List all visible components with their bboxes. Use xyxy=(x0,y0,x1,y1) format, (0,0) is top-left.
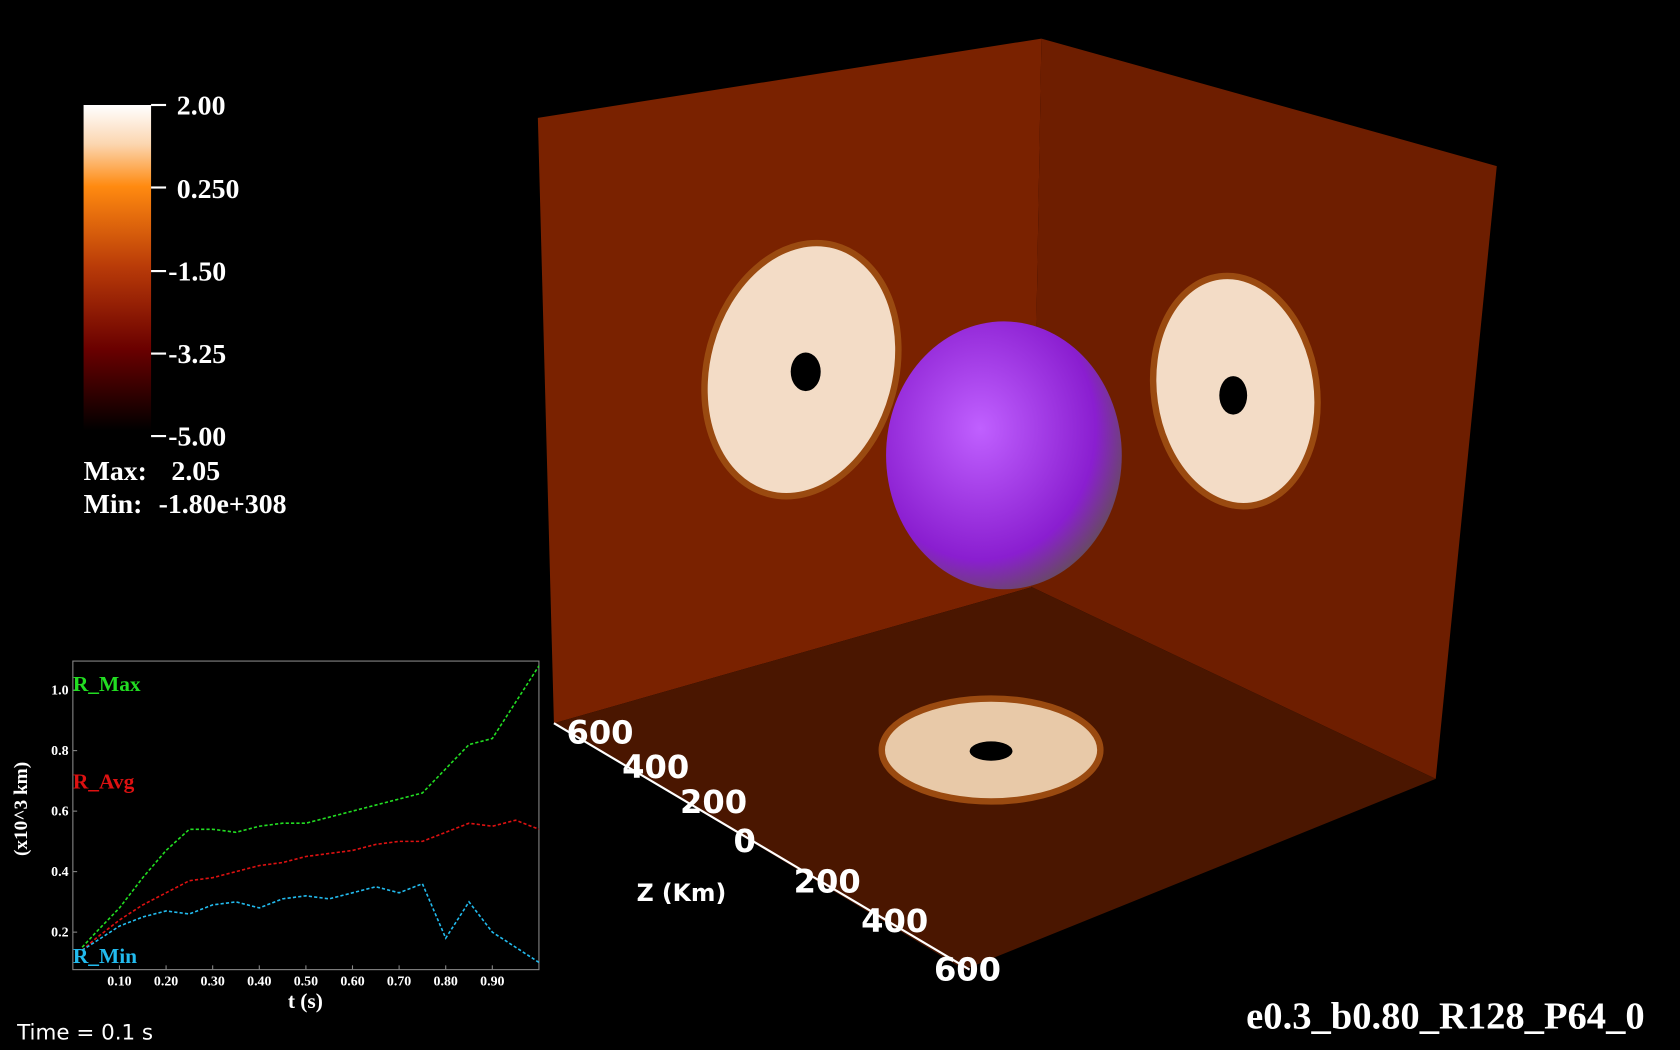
x-tick-label: 0.30 xyxy=(201,975,225,990)
y-tick-label: 0.2 xyxy=(51,925,68,940)
axis-3d-tick: 200 xyxy=(680,783,747,821)
series-label: R_Avg xyxy=(73,770,135,794)
y-tick-label: 0.6 xyxy=(51,804,68,819)
axis-3d-tick: 400 xyxy=(622,748,689,786)
axis-3d-ticks: 600 400 200 0 200 400 600 xyxy=(566,714,1001,989)
colorbar-tick-label: -5.00 xyxy=(168,422,226,453)
colorbar-tick-label: 0.250 xyxy=(177,174,240,205)
x-tick-label: 0.20 xyxy=(154,975,178,990)
time-label: Time = 0.1 s xyxy=(16,1020,153,1045)
x-axis-label: t (s) xyxy=(288,989,323,1013)
colorbar-ticks xyxy=(151,103,167,438)
x-tick-label: 0.70 xyxy=(387,975,411,990)
colorbar xyxy=(83,105,152,431)
y-tick-label: 0.8 xyxy=(51,744,68,759)
shock-surface xyxy=(886,321,1122,590)
axis-3d-tick: 400 xyxy=(861,902,928,940)
series-line xyxy=(81,665,540,948)
colorbar-tick-label: -1.50 xyxy=(168,257,226,288)
axis-3d-tick: 0 xyxy=(733,822,755,860)
x-tick-label: 0.80 xyxy=(434,975,458,990)
slice-floor-hole xyxy=(969,741,1013,761)
colorbar-tick-label: 2.00 xyxy=(177,91,226,122)
series-label: R_Min xyxy=(73,944,137,968)
y-tick-label: 0.4 xyxy=(51,865,68,880)
min-label: Min: xyxy=(84,489,143,520)
axis-3d-tick: 200 xyxy=(794,863,861,901)
axis-3d-title: Z (Km) xyxy=(637,879,727,907)
colorbar-labels: 2.00 0.250 -1.50 -3.25 -5.00 Max: 2.05 M… xyxy=(84,91,287,521)
x-tick-label: 0.10 xyxy=(107,975,131,990)
series-line xyxy=(81,882,540,964)
y-tick-label: 1.0 xyxy=(51,683,68,698)
max-label: Max: xyxy=(84,456,147,487)
axis-3d-tick: 600 xyxy=(566,714,633,752)
plot-frame xyxy=(72,660,540,971)
max-value: 2.05 xyxy=(171,456,220,487)
slice-left-hole xyxy=(790,352,821,392)
series-line xyxy=(81,819,540,951)
x-tick-label: 0.90 xyxy=(480,975,504,990)
x-tick-label: 0.40 xyxy=(247,975,271,990)
slice-right-hole xyxy=(1219,376,1248,415)
axis-3d-tick: 600 xyxy=(934,950,1001,988)
y-axis-label: (x10^3 km) xyxy=(11,762,32,856)
colorbar-tick-label: -3.25 xyxy=(168,339,226,370)
x-tick-label: 0.50 xyxy=(294,975,318,990)
run-name: e0.3_b0.80_R128_P64_0 xyxy=(1246,996,1644,1038)
axis-3d xyxy=(553,722,971,971)
x-tick-label: 0.60 xyxy=(340,975,364,990)
series-label: R_Max xyxy=(73,672,141,696)
min-value: -1.80e+308 xyxy=(159,489,287,520)
